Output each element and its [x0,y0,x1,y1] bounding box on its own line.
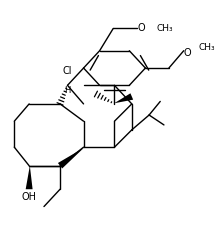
Text: OH: OH [22,192,37,202]
Text: CH₃: CH₃ [157,24,173,33]
Text: H: H [64,86,71,95]
Text: O: O [184,48,191,58]
Text: O: O [138,24,146,33]
Polygon shape [26,166,33,189]
Polygon shape [114,93,133,103]
Polygon shape [58,148,84,168]
Text: Cl: Cl [63,66,72,75]
Text: CH₃: CH₃ [198,43,215,51]
